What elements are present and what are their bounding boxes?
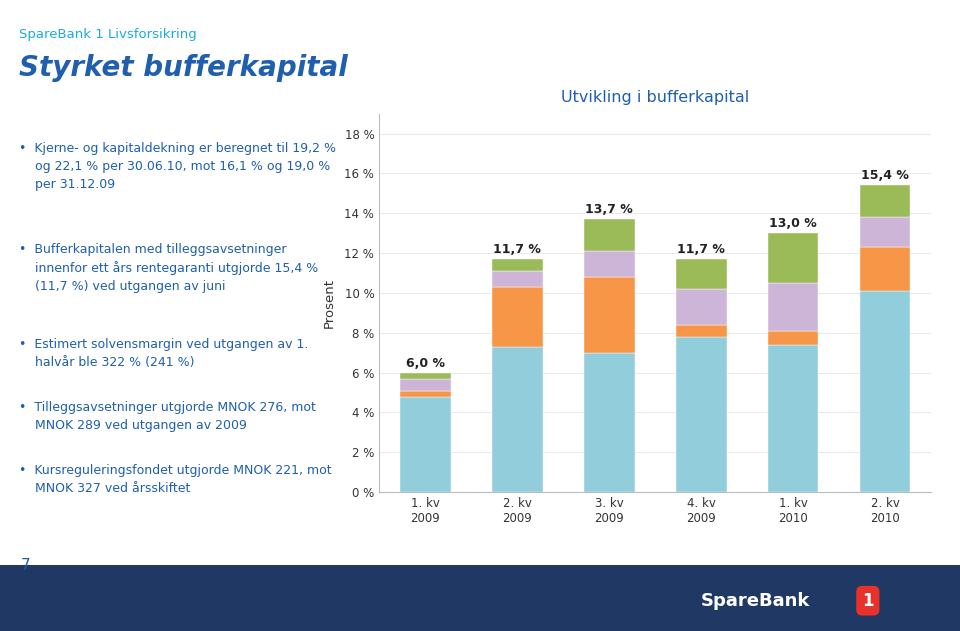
Text: 6,0 %: 6,0 %: [406, 357, 444, 370]
Bar: [860, 291, 910, 492]
Bar: [676, 325, 727, 337]
Bar: [400, 373, 450, 379]
Bar: [492, 346, 542, 492]
Bar: [676, 337, 727, 492]
Legend: Kjernekap. utover minstekrav, Delårsresultat, Tilleggsavsetninger, Kursregulerin: Kjernekap. utover minstekrav, Delårsresu…: [379, 566, 707, 601]
Bar: [400, 396, 450, 492]
Text: 15,4 %: 15,4 %: [861, 169, 909, 182]
Bar: [676, 259, 727, 289]
Text: 11,7 %: 11,7 %: [493, 243, 541, 256]
Text: •  Tilleggsavsetninger utgjorde MNOK 276, mot
    MNOK 289 ved utgangen av 2009: • Tilleggsavsetninger utgjorde MNOK 276,…: [19, 401, 316, 432]
Text: SpareBank 1 Livsforsikring: SpareBank 1 Livsforsikring: [19, 28, 197, 42]
Bar: [492, 271, 542, 287]
Text: •  Kursreguleringsfondet utgjorde MNOK 221, mot
    MNOK 327 ved årsskiftet: • Kursreguleringsfondet utgjorde MNOK 22…: [19, 464, 332, 495]
Bar: [768, 345, 819, 492]
Bar: [768, 283, 819, 331]
Text: 13,0 %: 13,0 %: [769, 217, 817, 230]
Bar: [584, 251, 635, 277]
Bar: [492, 287, 542, 346]
Text: •  Estimert solvensmargin ved utgangen av 1.
    halvår ble 322 % (241 %): • Estimert solvensmargin ved utgangen av…: [19, 338, 308, 369]
Y-axis label: Prosent: Prosent: [324, 278, 336, 328]
Bar: [768, 331, 819, 345]
Bar: [400, 379, 450, 391]
Title: Utvikling i bufferkapital: Utvikling i bufferkapital: [561, 90, 750, 105]
Bar: [584, 219, 635, 251]
Bar: [584, 277, 635, 353]
Bar: [860, 186, 910, 217]
Bar: [860, 247, 910, 291]
Bar: [584, 353, 635, 492]
Text: 7: 7: [21, 558, 31, 574]
Text: •  Kjerne- og kapitaldekning er beregnet til 19,2 %
    og 22,1 % per 30.06.10, : • Kjerne- og kapitaldekning er beregnet …: [19, 142, 336, 191]
Text: 1: 1: [862, 592, 874, 610]
Bar: [768, 233, 819, 283]
Text: SpareBank: SpareBank: [701, 592, 810, 610]
Text: 11,7 %: 11,7 %: [677, 243, 725, 256]
Bar: [400, 391, 450, 396]
Bar: [492, 259, 542, 271]
Bar: [860, 217, 910, 247]
Bar: [676, 289, 727, 325]
Text: •  Bufferkapitalen med tilleggsavsetninger
    innenfor ett års rentegaranti utg: • Bufferkapitalen med tilleggsavsetninge…: [19, 243, 319, 293]
Text: Styrket bufferkapital: Styrket bufferkapital: [19, 54, 348, 81]
Text: 13,7 %: 13,7 %: [586, 203, 633, 216]
